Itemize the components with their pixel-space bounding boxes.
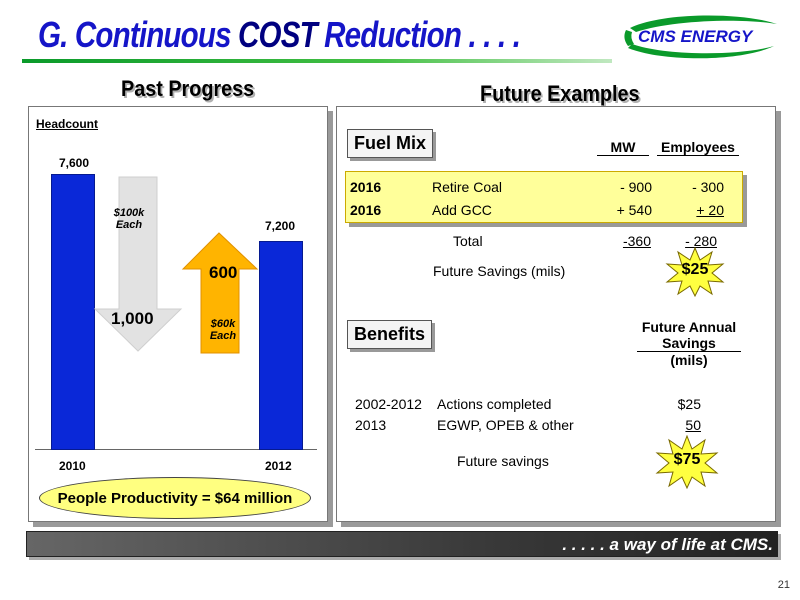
title-cost: COST [238, 14, 318, 55]
up-arrow-note: $60k Each [203, 318, 243, 342]
starburst-icon [665, 247, 725, 297]
starburst-icon [655, 435, 719, 489]
down-arrow-note: $100k Each [109, 207, 149, 231]
future-examples-heading: Future Examples [480, 81, 640, 106]
row-2-year: 2016 [350, 202, 382, 218]
total-mw: -360 [622, 233, 651, 249]
future-savings-2-value: $75 [673, 451, 701, 468]
cms-logo-swoosh-icon [624, 15, 777, 59]
future-savings-2-label: Future savings [457, 453, 549, 469]
future-savings-label: Future Savings (mils) [433, 263, 566, 279]
benefits-header-line2: Savings [637, 335, 741, 352]
benefit-1-period: 2002-2012 [355, 396, 422, 412]
row-1-year: 2016 [350, 179, 382, 195]
benefits-badge: Benefits [347, 320, 433, 349]
page-number: 21 [777, 579, 790, 591]
row-2-action: Add GCC [432, 202, 492, 218]
up-arrow-note-line1: $60k [210, 318, 236, 330]
col-mw-header: MW [597, 139, 649, 156]
bar-2012 [259, 241, 303, 450]
slide-title: G. Continuous COST Reduction . . . . [38, 14, 521, 56]
benefit-1-desc: Actions completed [437, 396, 552, 412]
cms-energy-logo: CMS ENERGY [622, 14, 782, 60]
up-arrow-value: 600 [209, 263, 238, 282]
year-2012-label: 2012 [265, 459, 292, 473]
benefit-1-value: $25 [677, 396, 701, 412]
footer-tagline: . . . . . a way of life at CMS. [562, 535, 773, 554]
productivity-ellipse: People Productivity = $64 million [39, 477, 311, 519]
up-arrow-icon [181, 232, 259, 354]
down-arrow-note-line1: $100k [113, 207, 145, 219]
col-employees-header: Employees [657, 139, 739, 156]
past-progress-heading: Past Progress [121, 76, 255, 101]
future-examples-panel: Fuel Mix MW Employees 2016 Retire Coal -… [336, 106, 776, 522]
fuel-mix-rows-box: 2016 Retire Coal - 900 - 300 2016 Add GC… [345, 171, 743, 223]
total-label: Total [453, 233, 483, 249]
total-employees: - 280 [685, 233, 717, 249]
benefit-2-desc: EGWP, OPEB & other [437, 417, 574, 433]
year-2010-label: 2010 [59, 459, 86, 473]
productivity-text: People Productivity = $64 million [57, 489, 293, 507]
fuel-mix-badge: Fuel Mix [347, 129, 434, 158]
up-arrow-note-line2: Each [209, 330, 237, 342]
past-progress-panel: Headcount 7,600 7,200 2010 2012 $100k Ea… [28, 106, 328, 522]
benefits-header-line1: Future Annual [641, 319, 737, 335]
row-2-mw: + 540 [616, 202, 652, 218]
bar-2012-value: 7,200 [265, 219, 296, 233]
row-1-employees: - 300 [692, 179, 724, 195]
title-prefix: G. Continuous [38, 14, 239, 55]
bar-2010 [51, 174, 95, 450]
row-2-employees: + 20 [696, 202, 724, 218]
future-savings-value: $25 [681, 261, 709, 278]
footer-tagline-bar: . . . . . a way of life at CMS. [26, 531, 778, 557]
benefits-header: Future Annual Savings (mils) [637, 319, 741, 368]
benefits-header-line3: (mils) [670, 352, 708, 368]
down-arrow-value: 1,000 [111, 309, 154, 328]
bar-2010-value: 7,600 [59, 156, 90, 170]
logo-text: CMS ENERGY [638, 27, 753, 46]
down-arrow-note-line2: Each [115, 219, 143, 231]
down-arrow-icon [93, 176, 183, 352]
chart-baseline [35, 449, 317, 450]
title-suffix: Reduction . . . . [316, 14, 521, 55]
benefit-2-value: 50 [685, 417, 701, 433]
title-underline-rule [22, 59, 612, 63]
row-1-action: Retire Coal [432, 179, 503, 195]
benefit-2-period: 2013 [355, 417, 387, 433]
headcount-label: Headcount [36, 117, 99, 131]
row-1-mw: - 900 [620, 179, 652, 195]
